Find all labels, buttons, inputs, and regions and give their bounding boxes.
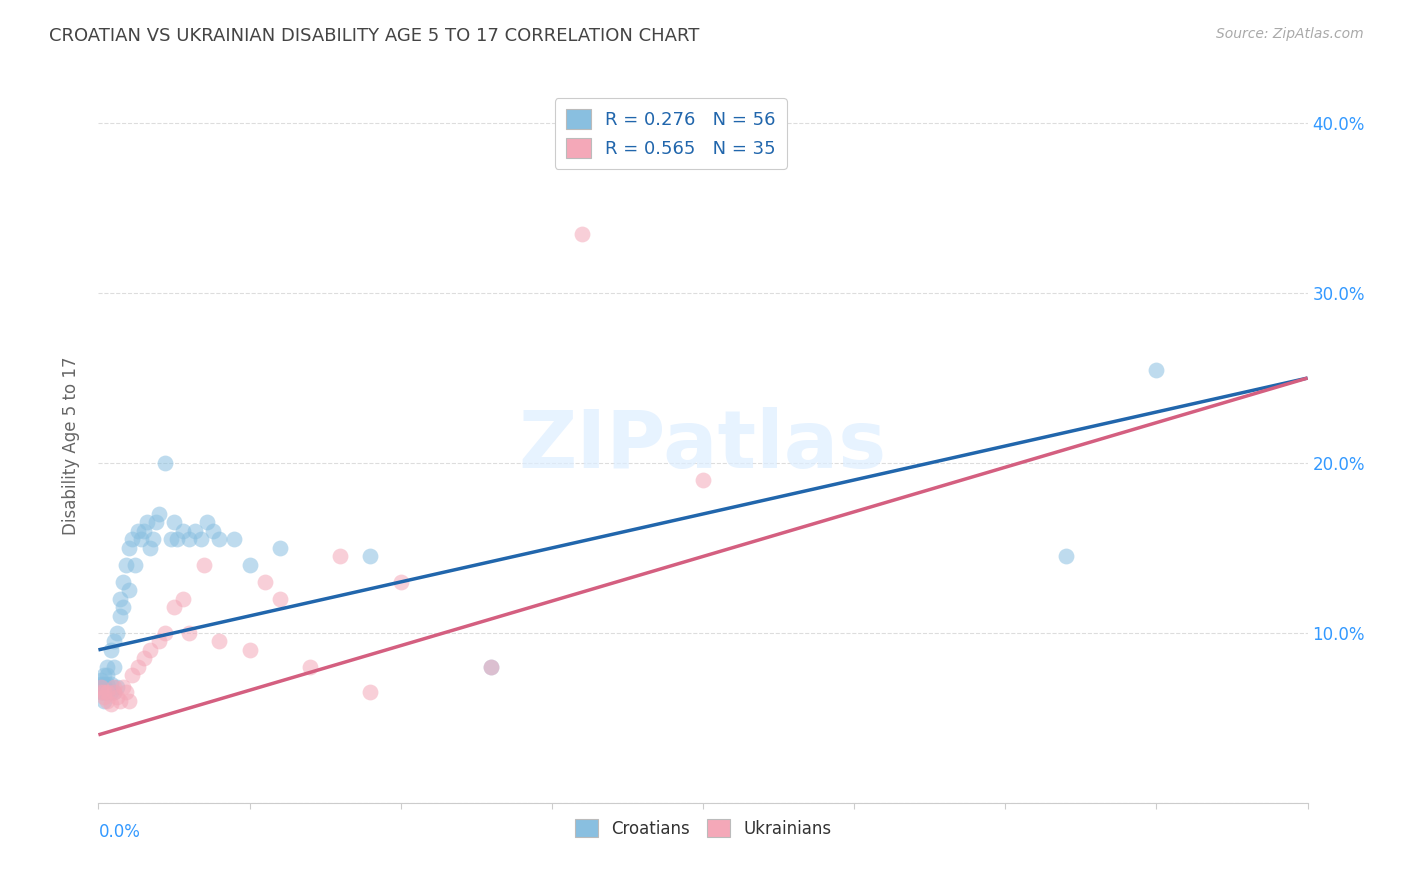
Point <box>190 533 212 547</box>
Point <box>195 516 218 530</box>
Point <box>114 685 136 699</box>
Point <box>299 660 322 674</box>
Point <box>103 685 125 699</box>
Point <box>121 533 143 547</box>
Point <box>571 227 593 241</box>
Point <box>127 660 149 674</box>
Point <box>105 690 128 705</box>
Text: Source: ZipAtlas.com: Source: ZipAtlas.com <box>1216 27 1364 41</box>
Point <box>100 643 122 657</box>
Point <box>329 549 352 564</box>
Point <box>360 549 382 564</box>
Point <box>90 677 112 691</box>
Point <box>121 668 143 682</box>
Point <box>103 660 125 674</box>
Point <box>127 524 149 538</box>
Point <box>1054 549 1077 564</box>
Point <box>96 677 118 691</box>
Point <box>114 558 136 572</box>
Point <box>481 660 503 674</box>
Text: CROATIAN VS UKRAINIAN DISABILITY AGE 5 TO 17 CORRELATION CHART: CROATIAN VS UKRAINIAN DISABILITY AGE 5 T… <box>49 27 700 45</box>
Point <box>90 680 112 694</box>
Point <box>692 473 714 487</box>
Point <box>100 698 122 712</box>
Text: ZIPatlas: ZIPatlas <box>519 407 887 485</box>
Point <box>481 660 503 674</box>
Point <box>184 524 207 538</box>
Point <box>124 558 146 572</box>
Point <box>105 680 128 694</box>
Point <box>108 591 131 606</box>
Text: 0.0%: 0.0% <box>98 822 141 841</box>
Point <box>360 685 382 699</box>
Point <box>208 634 231 648</box>
Point <box>132 524 155 538</box>
Point <box>90 680 112 694</box>
Point <box>100 685 122 699</box>
Point <box>142 533 165 547</box>
Point <box>118 694 141 708</box>
Point <box>389 574 412 589</box>
Point <box>108 694 131 708</box>
Point <box>96 685 118 699</box>
Point <box>132 651 155 665</box>
Point <box>96 685 118 699</box>
Point <box>93 685 115 699</box>
Point <box>163 600 186 615</box>
Point <box>100 677 122 691</box>
Point <box>269 591 291 606</box>
Point <box>108 608 131 623</box>
Point <box>111 680 134 694</box>
Point <box>239 558 262 572</box>
Y-axis label: Disability Age 5 to 17: Disability Age 5 to 17 <box>62 357 80 535</box>
Point <box>139 541 162 555</box>
Point <box>96 660 118 674</box>
Point <box>129 533 152 547</box>
Point <box>193 558 215 572</box>
Point <box>208 533 231 547</box>
Point <box>96 694 118 708</box>
Point <box>103 634 125 648</box>
Point <box>90 673 112 688</box>
Point <box>135 516 157 530</box>
Point <box>90 685 112 699</box>
Point <box>202 524 225 538</box>
Point <box>93 668 115 682</box>
Point <box>93 694 115 708</box>
Point <box>1144 362 1167 376</box>
Point <box>103 685 125 699</box>
Legend: Croatians, Ukrainians: Croatians, Ukrainians <box>568 813 838 845</box>
Point <box>118 541 141 555</box>
Point <box>153 626 176 640</box>
Point <box>139 643 162 657</box>
Point <box>253 574 276 589</box>
Point <box>93 685 115 699</box>
Point <box>160 533 183 547</box>
Point <box>145 516 167 530</box>
Point <box>179 533 201 547</box>
Point <box>96 668 118 682</box>
Point <box>269 541 291 555</box>
Point <box>148 507 170 521</box>
Point <box>93 677 115 691</box>
Point <box>148 634 170 648</box>
Point <box>153 456 176 470</box>
Point <box>163 516 186 530</box>
Point <box>179 626 201 640</box>
Point <box>93 680 115 694</box>
Point <box>118 583 141 598</box>
Point <box>172 591 194 606</box>
Point <box>111 574 134 589</box>
Point <box>224 533 246 547</box>
Point <box>93 690 115 705</box>
Point <box>105 626 128 640</box>
Point <box>166 533 188 547</box>
Point <box>239 643 262 657</box>
Point <box>103 680 125 694</box>
Point <box>172 524 194 538</box>
Point <box>90 685 112 699</box>
Point <box>111 600 134 615</box>
